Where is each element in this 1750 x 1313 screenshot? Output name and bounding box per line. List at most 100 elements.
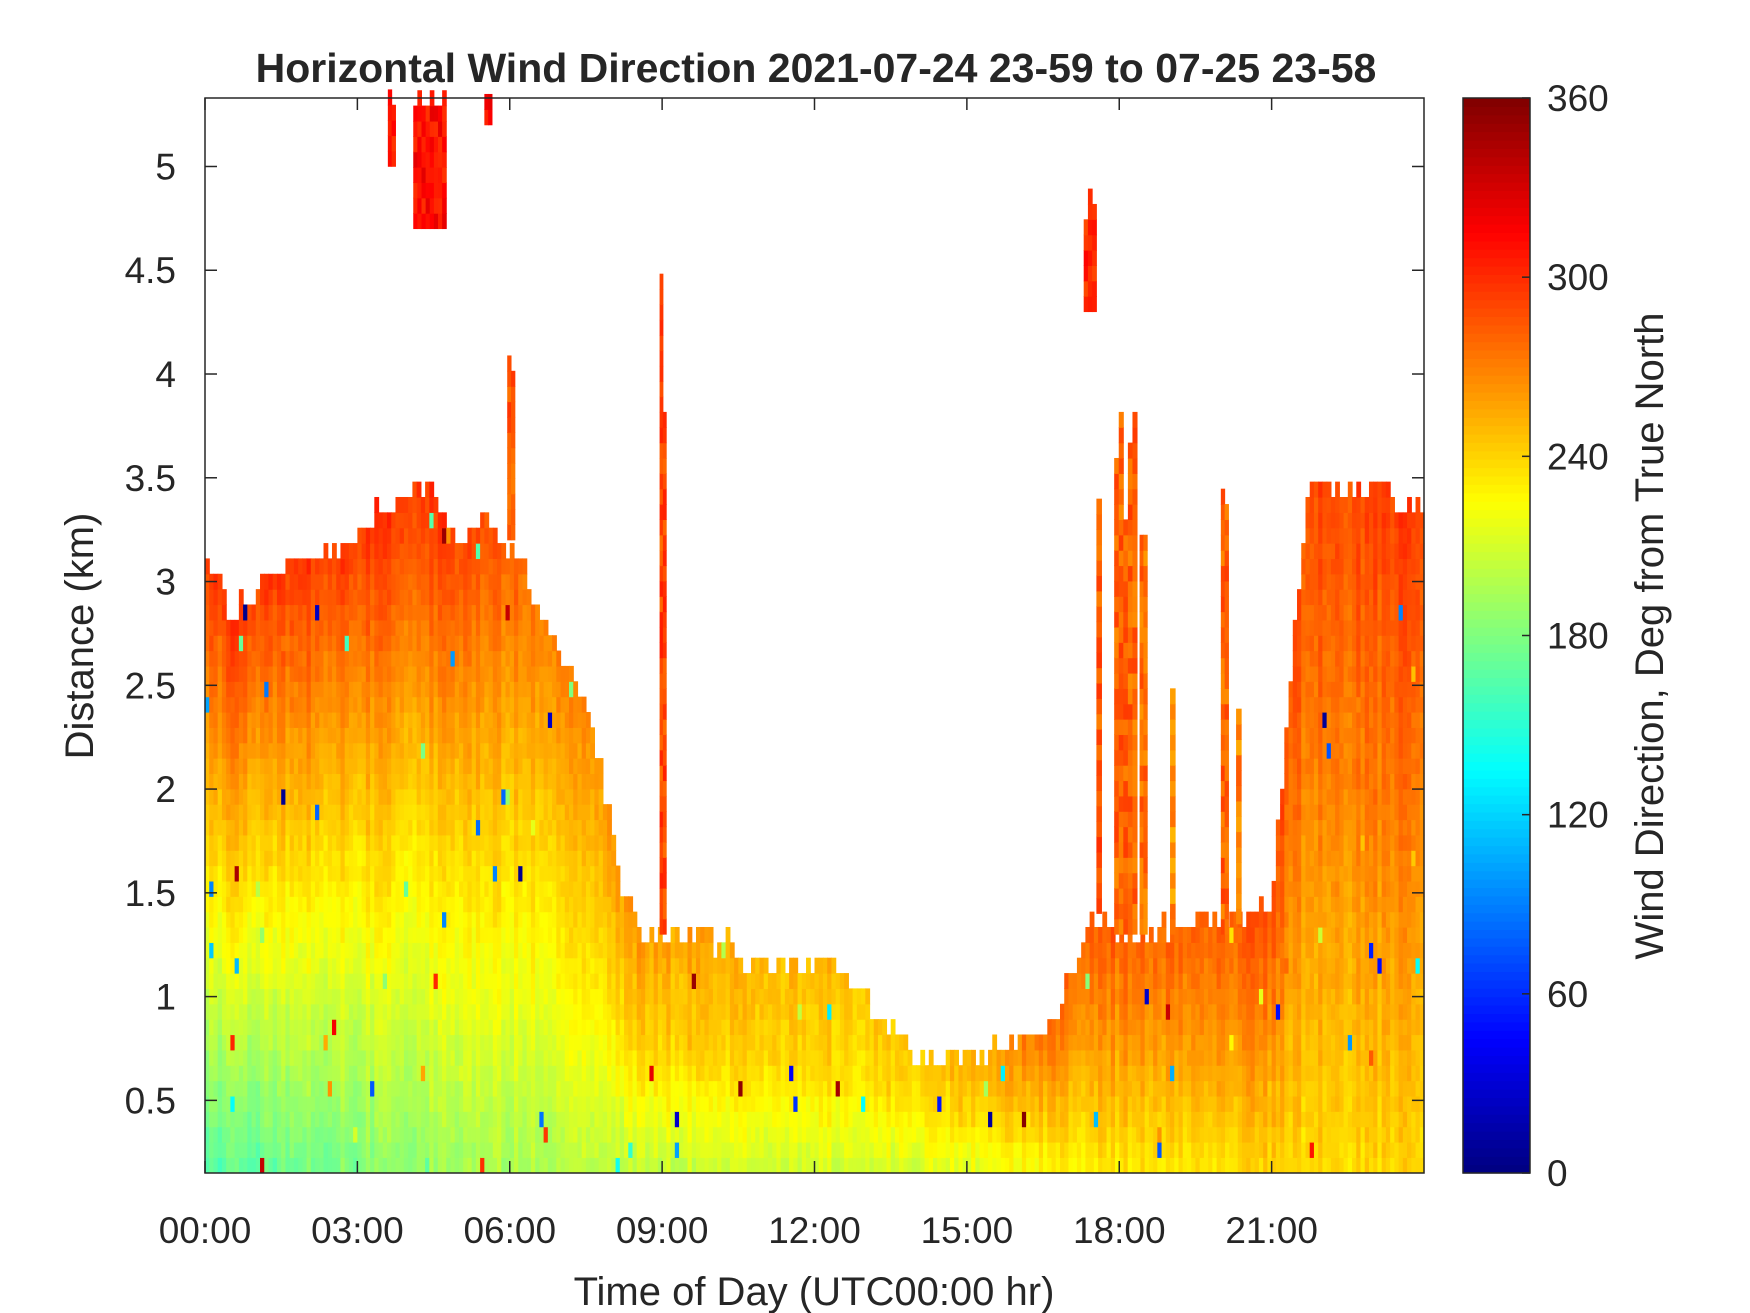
heatmap-cell — [361, 942, 367, 959]
heatmap-cell — [272, 619, 278, 636]
heatmap-cell — [230, 681, 236, 698]
heatmap-cell — [213, 1019, 219, 1036]
heatmap-cell — [395, 727, 401, 744]
heatmap-cell — [861, 1080, 866, 1097]
heatmap-cell — [1009, 1034, 1015, 1051]
heatmap-cell — [243, 1019, 248, 1036]
heatmap-cell — [298, 1141, 303, 1158]
heatmap-cell — [353, 850, 358, 867]
heatmap-cell — [454, 926, 460, 943]
heatmap-cell — [226, 1095, 231, 1112]
heatmap-cell — [458, 1065, 464, 1082]
heatmap-cell — [281, 926, 287, 943]
heatmap-cell — [289, 558, 295, 575]
heatmap-cell — [412, 543, 418, 560]
heatmap-cell — [370, 911, 375, 928]
heatmap-cell — [547, 942, 553, 959]
heatmap-cell — [569, 788, 574, 805]
heatmap-cell — [569, 665, 574, 682]
heatmap-cell — [408, 1126, 413, 1143]
heatmap-cell — [217, 589, 223, 606]
heatmap-cell — [209, 727, 215, 744]
heatmap-cell — [1043, 1111, 1048, 1128]
heatmap-cell — [433, 834, 439, 851]
heatmap-cell — [433, 635, 439, 652]
heatmap-cell — [298, 573, 303, 590]
heatmap-cell — [585, 880, 591, 897]
heatmap-cell — [632, 1003, 638, 1020]
heatmap-cell — [852, 1095, 858, 1112]
heatmap-cell — [437, 1126, 443, 1143]
heatmap-cell — [780, 1019, 786, 1036]
heatmap-cell — [251, 911, 257, 928]
heatmap-cell — [501, 742, 507, 759]
heatmap-cell — [374, 804, 380, 821]
heatmap-cell — [632, 973, 638, 990]
heatmap-cell — [543, 865, 549, 882]
heatmap-cell — [205, 665, 210, 682]
heatmap-cell — [391, 1034, 397, 1051]
heatmap-cell — [391, 911, 397, 928]
heatmap-cell — [429, 1003, 435, 1020]
heatmap-cell — [941, 1111, 947, 1128]
heatmap-cell — [336, 1080, 342, 1097]
heatmap-cell — [450, 1019, 456, 1036]
heatmap-cell — [387, 1095, 392, 1112]
heatmap-cell — [598, 758, 604, 775]
heatmap-cell — [831, 957, 837, 974]
heatmap-cell — [513, 973, 519, 990]
heatmap-cell — [988, 1065, 993, 1082]
heatmap-cell — [230, 711, 236, 728]
heatmap-cell — [471, 773, 477, 790]
heatmap-cell — [734, 1141, 739, 1158]
heatmap-cell — [420, 665, 426, 682]
heatmap-cell — [344, 1157, 350, 1174]
heatmap-cell — [399, 512, 405, 529]
heatmap-cell — [395, 1095, 401, 1112]
heatmap-cell — [302, 926, 308, 943]
heatmap-cell — [488, 834, 494, 851]
heatmap-cell — [480, 1111, 485, 1128]
heatmap-cell — [484, 865, 490, 882]
heatmap-cell — [285, 957, 291, 974]
heatmap-cell — [260, 1034, 265, 1051]
heatmap-cell — [302, 1080, 308, 1097]
heatmap-cell — [370, 804, 375, 821]
heatmap-cell — [217, 942, 223, 959]
heatmap-cell — [636, 1034, 642, 1051]
heatmap-cell — [475, 804, 481, 821]
heatmap-cell — [467, 819, 473, 836]
heatmap-cell — [564, 942, 570, 959]
heatmap-cell — [209, 788, 215, 805]
heatmap-cell — [357, 1157, 363, 1174]
heatmap-cell — [425, 496, 430, 513]
heatmap-cell — [336, 850, 342, 867]
heatmap-cell — [331, 681, 337, 698]
heatmap-cell — [221, 1003, 227, 1020]
heatmap-cell — [315, 957, 320, 974]
heatmap-cell — [234, 804, 240, 821]
heatmap-cell — [264, 742, 270, 759]
heatmap-cell — [420, 1080, 426, 1097]
heatmap-cell — [412, 896, 418, 913]
heatmap-cell — [653, 1141, 659, 1158]
heatmap-cell — [221, 604, 227, 621]
heatmap-cell — [513, 804, 519, 821]
heatmap-cell — [497, 926, 502, 943]
heatmap-cell — [293, 604, 299, 621]
heatmap-cell — [513, 819, 519, 836]
heatmap-cell — [323, 773, 329, 790]
heatmap-cell — [556, 1141, 562, 1158]
heatmap-cell — [247, 1111, 253, 1128]
heatmap-cell — [467, 573, 473, 590]
heatmap-cell — [357, 527, 363, 544]
heatmap-cell — [289, 1034, 295, 1051]
heatmap-cell — [361, 696, 367, 713]
heatmap-cell — [374, 543, 380, 560]
heatmap-cell — [755, 1095, 761, 1112]
heatmap-cell — [873, 1126, 879, 1143]
heatmap-cell — [268, 911, 274, 928]
heatmap-cell — [446, 834, 452, 851]
heatmap-cell — [454, 1065, 460, 1082]
heatmap-cell — [844, 1141, 849, 1158]
